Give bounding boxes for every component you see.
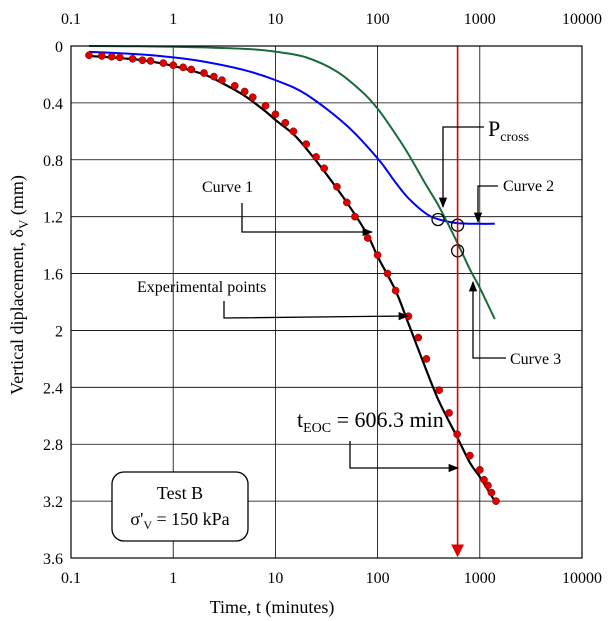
- y-tick-label: 2: [55, 323, 63, 340]
- experimental-point: [97, 52, 106, 60]
- curve2-label: Curve 2: [503, 178, 554, 195]
- experimental-point: [391, 286, 400, 295]
- experimental-point: [218, 76, 226, 84]
- x-axis-label: Time, t (minutes): [210, 597, 335, 618]
- annotation-experimental: Experimental points: [137, 279, 410, 321]
- experimental-point: [414, 333, 423, 342]
- experimental-point: [363, 234, 372, 242]
- y-tick-label: 1.6: [43, 267, 63, 284]
- annotation-curve1: Curve 1: [202, 179, 374, 237]
- experimental-point: [445, 409, 453, 417]
- experimental-point: [271, 110, 280, 119]
- teoc-label: tEOC = 606.3 min: [297, 407, 444, 436]
- x-tick-label-top: 10: [267, 11, 283, 28]
- experimental-point: [169, 61, 178, 70]
- plot-frame: [70, 45, 583, 559]
- experimental-point: [435, 386, 443, 395]
- annotation-pcross: Pcross: [438, 116, 529, 209]
- experimental-point: [487, 488, 496, 497]
- x-tick-label-top: 1000: [464, 11, 496, 28]
- experimental-point: [128, 54, 137, 63]
- y-axis-label: Vertical diplacement, δV (mm): [7, 175, 31, 395]
- y-tick-label: 0.8: [43, 153, 63, 170]
- y-tick-label: 1.2: [43, 210, 63, 227]
- experimental-point: [85, 51, 93, 60]
- experimental-point: [383, 269, 392, 278]
- annotation-teoc: tEOC = 606.3 min: [297, 407, 460, 473]
- y-tick-label: 2.4: [43, 380, 63, 397]
- x-tick-label-top: 0.1: [61, 11, 81, 28]
- experimental-point: [480, 475, 488, 484]
- experimental-point: [373, 251, 382, 259]
- y-tick-label: 0.4: [43, 96, 63, 113]
- series-curve-3: [88, 45, 496, 320]
- experimental-point: [342, 198, 351, 207]
- x-tick-label-bottom: 0.1: [61, 570, 81, 587]
- test-stress: σ'V = 150 kPa: [130, 509, 229, 532]
- x-tick-label-bottom: 100: [366, 570, 390, 587]
- y-tick-label: 3.2: [43, 494, 63, 511]
- experimental-points: [85, 51, 500, 505]
- annotation-curve3: Curve 3: [468, 280, 561, 368]
- marker-circle: [431, 212, 445, 227]
- y-tick-labels: 0 0.4 0.8 1.2 1.6 2 2.4 2.8 3.2 3.6: [43, 39, 63, 568]
- x-tick-label-top: 1: [169, 11, 177, 28]
- experimental-point: [107, 52, 116, 61]
- experimental-point: [159, 59, 168, 67]
- experimental-point: [281, 118, 290, 127]
- curve2-arrow: [473, 185, 498, 224]
- experimental-arrow: [223, 301, 410, 321]
- experimental-point: [248, 93, 257, 102]
- experimental-point: [240, 87, 249, 96]
- experimental-point: [210, 72, 218, 81]
- pcross-arrow: [438, 126, 484, 209]
- x-tick-label-bottom: 1000: [464, 570, 496, 587]
- x-tick-label-top: 10000: [562, 11, 602, 28]
- experimental-point: [492, 497, 500, 505]
- experimental-point: [302, 140, 311, 148]
- x-tick-label-bottom: 10: [267, 570, 283, 587]
- experimental-point: [146, 57, 155, 65]
- experimental-point: [187, 65, 196, 74]
- curve3-arrow: [468, 280, 506, 359]
- experimental-point: [200, 69, 208, 77]
- y-tick-label: 0: [55, 39, 63, 56]
- test-name: Test B: [157, 483, 203, 503]
- x-tick-label-bottom: 10000: [562, 570, 602, 587]
- x-tick-label-bottom: 1: [169, 570, 177, 587]
- experimental-point: [179, 63, 187, 72]
- experimental-point: [484, 481, 492, 490]
- y-tick-label: 3.6: [43, 551, 63, 568]
- x-tick-labels-bottom: 0.1 1 10 100 1000 10000: [61, 570, 602, 587]
- experimental-point: [230, 81, 239, 90]
- curve3-label: Curve 3: [510, 351, 561, 368]
- open-circles: [431, 212, 465, 258]
- experimental-point: [333, 182, 341, 191]
- test-info-frame: [111, 471, 249, 542]
- curve1-label: Curve 1: [202, 179, 253, 196]
- experimental-point: [261, 101, 270, 110]
- teoc-arrow: [349, 441, 460, 473]
- experimental-label: Experimental points: [137, 279, 266, 296]
- experimental-point: [422, 355, 431, 363]
- pcross-label: Pcross: [488, 116, 529, 145]
- experimental-point: [289, 127, 298, 136]
- annotation-curve2: Curve 2: [473, 178, 554, 224]
- experimental-point: [466, 451, 474, 460]
- test-info-box: Test B σ'V = 150 kPa: [111, 471, 249, 542]
- y-tick-label: 2.8: [43, 437, 63, 454]
- x-tick-labels-top: 0.1 1 10 100 1000 10000: [61, 11, 602, 28]
- x-tick-label-top: 100: [366, 11, 390, 28]
- experimental-point: [320, 164, 329, 173]
- experimental-point: [312, 153, 320, 161]
- curve1-arrow: [241, 203, 374, 237]
- experimental-point: [475, 465, 484, 474]
- experimental-point: [351, 212, 359, 221]
- experimental-point: [115, 53, 124, 62]
- experimental-point: [138, 56, 147, 65]
